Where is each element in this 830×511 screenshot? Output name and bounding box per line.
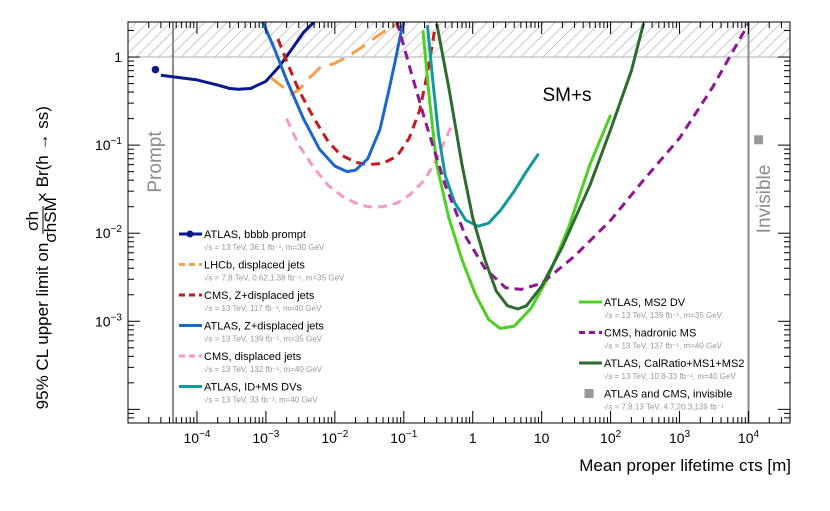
y-tick-label: 10−1 (95, 136, 122, 153)
series-marker-1 (151, 65, 160, 74)
legend-label: ATLAS, ID+MS DVs (204, 382, 302, 394)
legend-label: CMS, Z+displaced jets (204, 290, 315, 302)
x-tick-label: 104 (738, 429, 760, 446)
series-curve-4 (261, 22, 406, 174)
legend-label: LHCb, displaced jets (204, 260, 305, 272)
x-tick-label: 10−1 (390, 429, 417, 446)
legend-marker (186, 230, 194, 238)
legend-label: ATLAS, MS2 DV (604, 297, 686, 309)
legend-label: ATLAS, bbbb prompt (204, 229, 306, 241)
legend-label: ATLAS, Z+displaced jets (204, 321, 324, 333)
series-curve-2 (270, 22, 402, 96)
x-tick-label: 10 (534, 430, 550, 446)
legend-detail: √s = 13 TeV, 33 fb⁻¹, m=40 GeV (204, 396, 318, 405)
y-axis-title-num: σh (23, 211, 42, 231)
x-tick-label: 102 (600, 429, 622, 446)
legend-detail: √s = 13 TeV, 132 fb⁻¹, m=40 GeV (204, 365, 323, 374)
legend-detail: √s = 13 TeV, 36.1 fb⁻¹, m=30 GeV (204, 243, 325, 252)
y-tick-label: 1 (114, 49, 122, 65)
y-axis-title-lead: 95% CL upper limit on (33, 243, 52, 410)
legend-detail: √s = 13 TeV, 117 fb⁻¹, m=40 GeV (204, 304, 322, 313)
sm-label: SM+s (542, 85, 591, 106)
y-axis-title: 95% CL upper limit on σh σhSM × Br(h → s… (23, 106, 60, 409)
series-curve-5 (285, 117, 454, 209)
prompt-label: Prompt (145, 131, 166, 193)
y-axis-title-den: σhSM (41, 197, 60, 242)
series-curve-8 (395, 22, 750, 291)
series-curve-7 (421, 30, 612, 330)
legend: ATLAS, bbbb prompt √s = 13 TeV, 36.1 fb⁻¹… (179, 229, 744, 412)
legend-detail: √s = 13 TeV, 139 fb⁻¹, m=35 GeV (204, 335, 323, 344)
x-axis-title: Mean proper lifetime cτs [m] (579, 456, 791, 475)
legend-detail: √s = 7,8,13 TeV, 4.7,20.3,139 fb⁻¹ (604, 403, 724, 412)
x-tick-label: 10−2 (321, 429, 348, 446)
legend-detail: √s = 13 TeV, 137 fb⁻¹, m=40 GeV (604, 342, 723, 351)
x-tick-label: 10−3 (252, 429, 279, 446)
series-marker-10 (754, 135, 764, 145)
series-curve-1 (160, 22, 316, 91)
y-tick-label: 10−3 (95, 312, 122, 329)
series-curve-9 (435, 23, 645, 311)
legend-detail: √s = 7,8 TeV, 0.62,1.38 fb⁻¹, m=35 GeV (204, 274, 345, 283)
legend-label: CMS, displaced jets (204, 351, 302, 363)
legend-detail: √s = 13 TeV, 139 fb⁻¹, m=35 GeV (604, 311, 723, 320)
excluded-region (128, 22, 790, 58)
legend-detail: √s = 13 TeV, 10.8-33 fb⁻¹, m=40 GeV (604, 372, 736, 381)
x-tick-label: 103 (669, 429, 691, 446)
series-curve-6 (425, 25, 540, 228)
legend-label: ATLAS, CalRatio+MS1+MS2 (604, 358, 744, 370)
series-layer (151, 22, 764, 330)
legend-label: ATLAS and CMS, invisible (604, 389, 732, 401)
y-axis-title-tail: × Br(h → ss) (33, 106, 52, 202)
invisible-label: Invisible (754, 165, 775, 234)
y-tick-label: 10−2 (95, 224, 122, 241)
legend-swatch (584, 389, 594, 398)
tick-layer: 10−4 10−3 10−2 10−1 1 10 102 103 104 10−3 10−2 10−1… (95, 22, 791, 446)
x-tick-label: 10−4 (183, 429, 210, 446)
plot-frame (127, 21, 791, 424)
x-tick-label: 1 (469, 430, 477, 446)
legend-label: CMS, hadronic MS (604, 328, 696, 340)
